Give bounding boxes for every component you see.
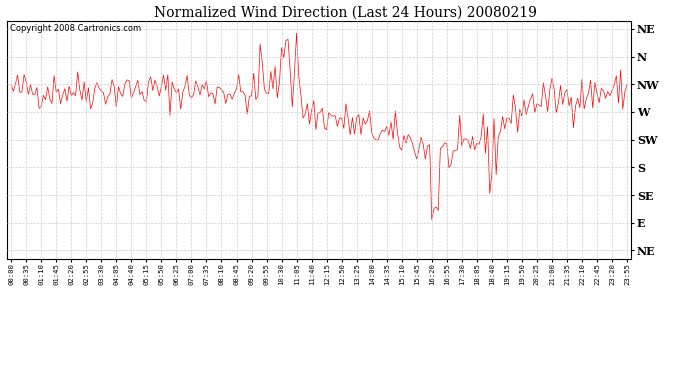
- Text: Copyright 2008 Cartronics.com: Copyright 2008 Cartronics.com: [10, 24, 141, 33]
- Text: Normalized Wind Direction (Last 24 Hours) 20080219: Normalized Wind Direction (Last 24 Hours…: [154, 6, 536, 20]
